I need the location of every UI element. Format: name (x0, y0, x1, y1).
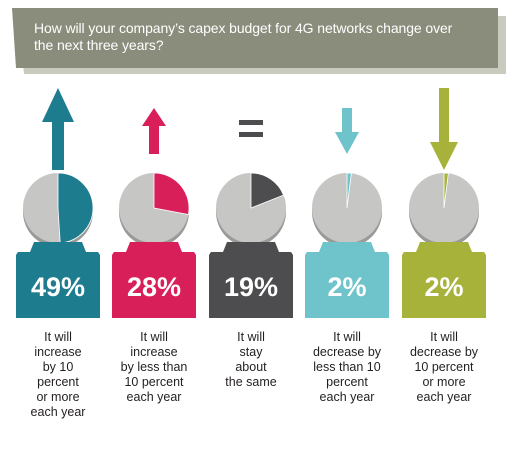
category-label-line: less than 10 (313, 360, 381, 374)
arrow-up-large-icon (42, 88, 74, 170)
category-label-line: about (235, 360, 267, 374)
pie-plinth (223, 242, 279, 252)
pie-slice (57, 172, 94, 244)
category-label-line: the same (225, 375, 277, 389)
category-label-line: percent (326, 375, 368, 389)
category-label-line: It will (430, 330, 458, 344)
pie-slice (250, 172, 285, 209)
arrow-down-small-icon (335, 108, 359, 154)
category-label-line: 10 percent (124, 375, 184, 389)
category-label-line: each year (416, 390, 472, 404)
value-block (209, 252, 293, 318)
value-block (402, 252, 486, 318)
category-label-line: decrease by (312, 345, 382, 359)
category-label-line: It will (333, 330, 361, 344)
category-label-line: each year (126, 390, 182, 404)
value-block (305, 252, 389, 318)
equals-icon-bottom (239, 132, 263, 137)
category-label-line: decrease by (409, 345, 479, 359)
category-label-line: each year (30, 405, 86, 419)
value-label: 2% (424, 272, 463, 302)
value-block (112, 252, 196, 318)
pie-plinth (416, 242, 472, 252)
title-banner: How will your company’s capex budget for… (0, 0, 512, 82)
pie-slice (443, 172, 449, 209)
value-label: 2% (327, 272, 366, 302)
category-label-line: increase (130, 345, 178, 359)
value-label: 28% (127, 272, 181, 302)
category-label-line: by less than (120, 360, 188, 374)
arrow-up-small-icon (142, 108, 166, 154)
category-label: It will stay about the same (209, 330, 293, 390)
category-label-line: increase (34, 345, 82, 359)
category-label: It will decrease by 10 percent or more each … (402, 330, 486, 405)
arrow-down-large-icon (430, 88, 458, 170)
pie-plinth (126, 242, 182, 252)
category-label-line: by 10 (42, 360, 74, 374)
category-label-line: percent (37, 375, 79, 389)
category-label: It will decrease by less than 10 percent eac… (305, 330, 389, 405)
category-label-line: It will (237, 330, 265, 344)
category-label-line: or more (36, 390, 80, 404)
category-label-line: 10 percent (414, 360, 474, 374)
value-block (16, 252, 100, 318)
pie-slice (153, 172, 190, 216)
value-label: 49% (31, 272, 85, 302)
category-label-line: It will (140, 330, 168, 344)
category-label-line: It will (44, 330, 72, 344)
pie-chart-group: 49% 28% 19% 2% 2% (16, 88, 486, 318)
pie-plinth (319, 242, 375, 252)
category-label: It will increase by 10 percent or more each y… (16, 330, 100, 420)
value-label: 19% (224, 272, 278, 302)
pie-slice (346, 172, 352, 209)
category-label: It will increase by less than 10 percent eac… (112, 330, 196, 405)
category-label-line: stay (239, 345, 263, 359)
banner-shape (12, 8, 506, 74)
category-label-line: or more (422, 375, 466, 389)
equals-icon-top (239, 120, 263, 125)
pie-plinth (30, 242, 86, 252)
category-label-line: each year (319, 390, 375, 404)
chart-title: How will your company’s capex budget for… (34, 20, 453, 53)
